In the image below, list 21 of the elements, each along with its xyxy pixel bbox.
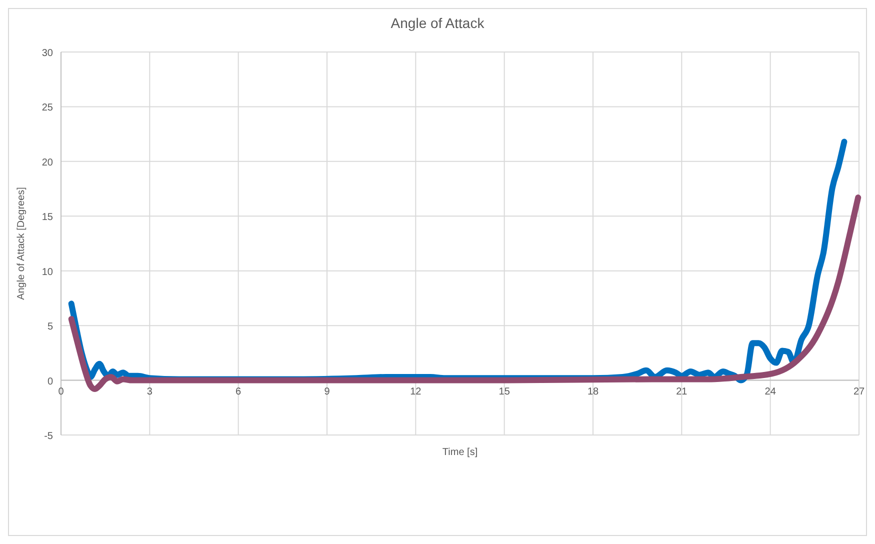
y-tick-label: 20 — [42, 157, 54, 168]
x-tick-label: 9 — [324, 386, 330, 398]
y-tick-label: 10 — [42, 266, 54, 278]
y-tick-label: 5 — [47, 322, 54, 333]
chart-title: Angle of Attack — [390, 15, 486, 31]
x-tick-label: 0 — [58, 386, 64, 398]
x-tick-label: 6 — [236, 386, 242, 398]
y-axis-title: Angle of Attack [Degrees] — [16, 186, 27, 300]
x-tick-label: 3 — [146, 386, 153, 398]
y-tick-label: -5 — [44, 431, 54, 442]
y-tick-label: 30 — [42, 48, 54, 59]
x-tick-label: 27 — [853, 386, 865, 398]
x-tick-label: 24 — [764, 386, 776, 398]
y-tick-label: 15 — [42, 212, 54, 224]
y-tick-label: 0 — [47, 376, 54, 388]
x-tick-label: 21 — [676, 386, 688, 398]
y-tick-label: 25 — [42, 102, 54, 114]
x-tick-label: 15 — [498, 386, 510, 398]
x-axis-title: Time [s] — [442, 447, 478, 458]
x-tick-label: 12 — [410, 386, 422, 398]
x-tick-label: 18 — [587, 386, 599, 398]
